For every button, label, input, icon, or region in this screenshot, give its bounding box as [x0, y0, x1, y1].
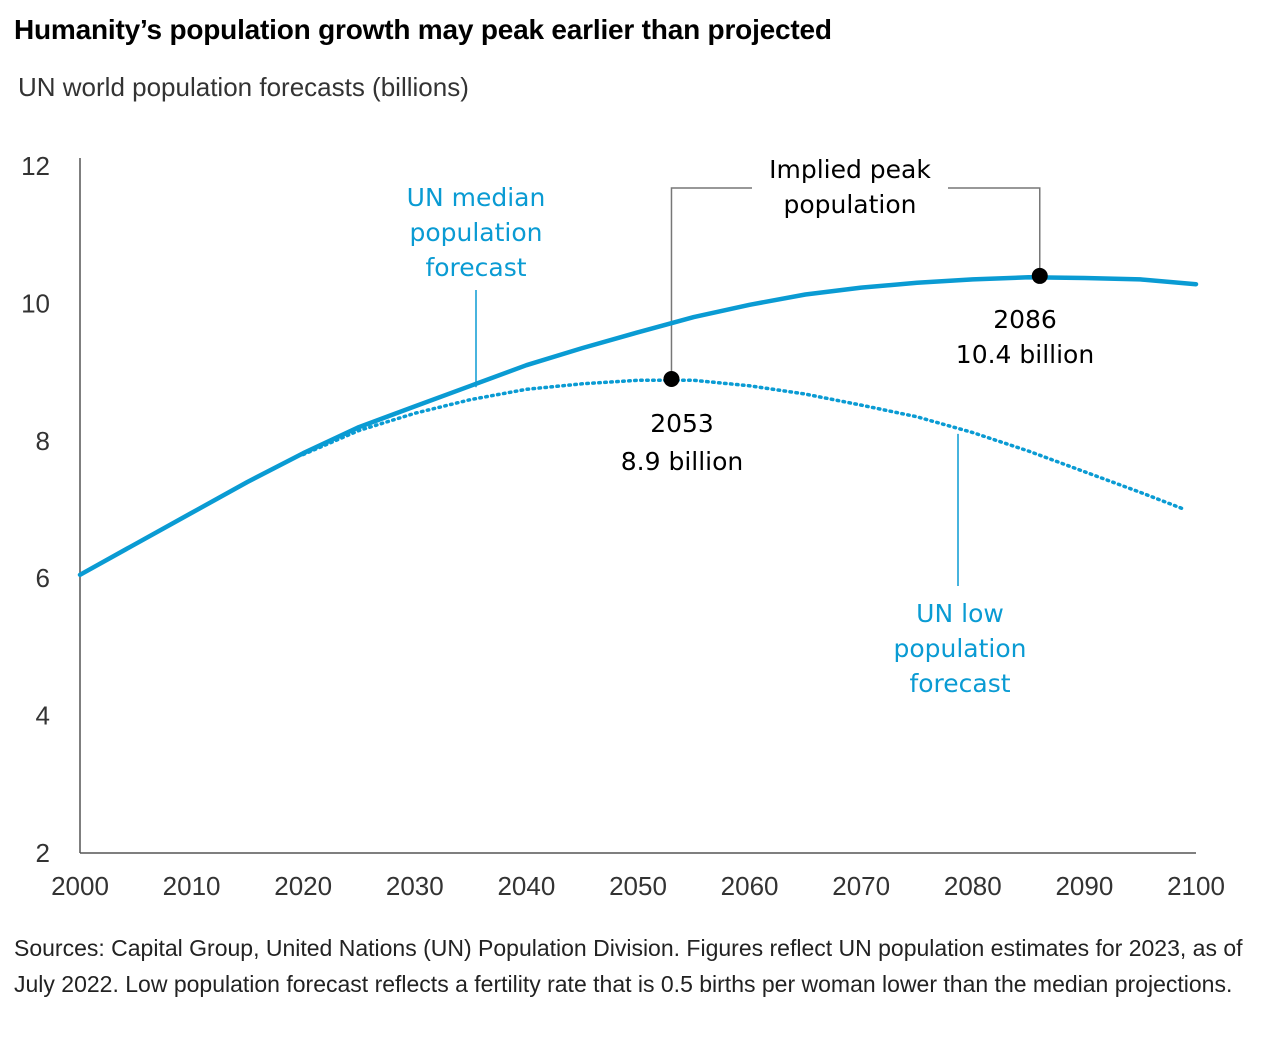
low-forecast-label-line-1: UN low — [916, 599, 1004, 628]
x-tick-label-2060: 2060 — [721, 871, 779, 901]
low-peak-marker — [663, 370, 680, 387]
y-tick-label-8: 8 — [36, 426, 50, 456]
median-forecast-label-line-1: UN median — [407, 183, 546, 212]
x-tick-label-2070: 2070 — [832, 871, 890, 901]
chart-axes — [79, 158, 1196, 854]
x-tick-label-2000: 2000 — [51, 871, 109, 901]
annotation-labels: UN median population forecast UN low populat… — [407, 155, 1095, 698]
x-tick-label-2020: 2020 — [274, 871, 332, 901]
chart-title: Humanity’s population growth may peak ea… — [14, 14, 832, 45]
x-tick-label-2030: 2030 — [386, 871, 444, 901]
low-peak-label-line-1: 2053 — [650, 409, 714, 438]
peak-markers — [663, 267, 1048, 387]
x-tick-label-2050: 2050 — [609, 871, 667, 901]
peak-title-line-1: Implied peak — [769, 155, 931, 184]
low-peak-leader — [670, 187, 752, 379]
y-tick-label-4: 4 — [36, 701, 50, 731]
annotation-leaders — [475, 187, 1041, 586]
x-tick-label-2080: 2080 — [944, 871, 1002, 901]
median-peak-label-line-1: 2086 — [993, 305, 1057, 334]
peak-title-line-2: population — [783, 190, 916, 219]
low-peak-label-line-2: 8.9 billion — [621, 447, 744, 476]
median-peak-marker — [1031, 267, 1048, 284]
median-forecast-label-line-3: forecast — [425, 253, 526, 282]
median-forecast-label-line-2: population — [409, 218, 542, 247]
x-tick-label-2010: 2010 — [163, 871, 221, 901]
y-tick-label-6: 6 — [36, 563, 50, 593]
median-peak-leader — [948, 187, 1041, 276]
median-forecast-line — [77, 275, 1199, 578]
low-forecast-line — [301, 378, 1187, 512]
x-tick-label-2090: 2090 — [1055, 871, 1113, 901]
low-forecast-label-line-2: population — [893, 634, 1026, 663]
y-tick-label-2: 2 — [36, 838, 50, 868]
source-note: Sources: Capital Group, United Nations (… — [14, 935, 1243, 997]
x-tick-label-2040: 2040 — [497, 871, 555, 901]
chart-subtitle: UN world population forecasts (billions) — [18, 72, 469, 102]
median-peak-label-line-2: 10.4 billion — [956, 340, 1094, 369]
chart-series — [77, 275, 1199, 578]
y-tick-label-10: 10 — [21, 288, 50, 318]
population-chart: 2 4 6 8 10 12 2000 2010 2020 2030 2040 2050 2060 2070… — [21, 151, 1225, 901]
chart-ticks: 2 4 6 8 10 12 2000 2010 2020 2030 2040 2050 2060 2070… — [21, 151, 1225, 901]
y-tick-label-12: 12 — [21, 151, 50, 181]
x-tick-label-2100: 2100 — [1167, 871, 1225, 901]
low-forecast-label-line-3: forecast — [909, 669, 1010, 698]
